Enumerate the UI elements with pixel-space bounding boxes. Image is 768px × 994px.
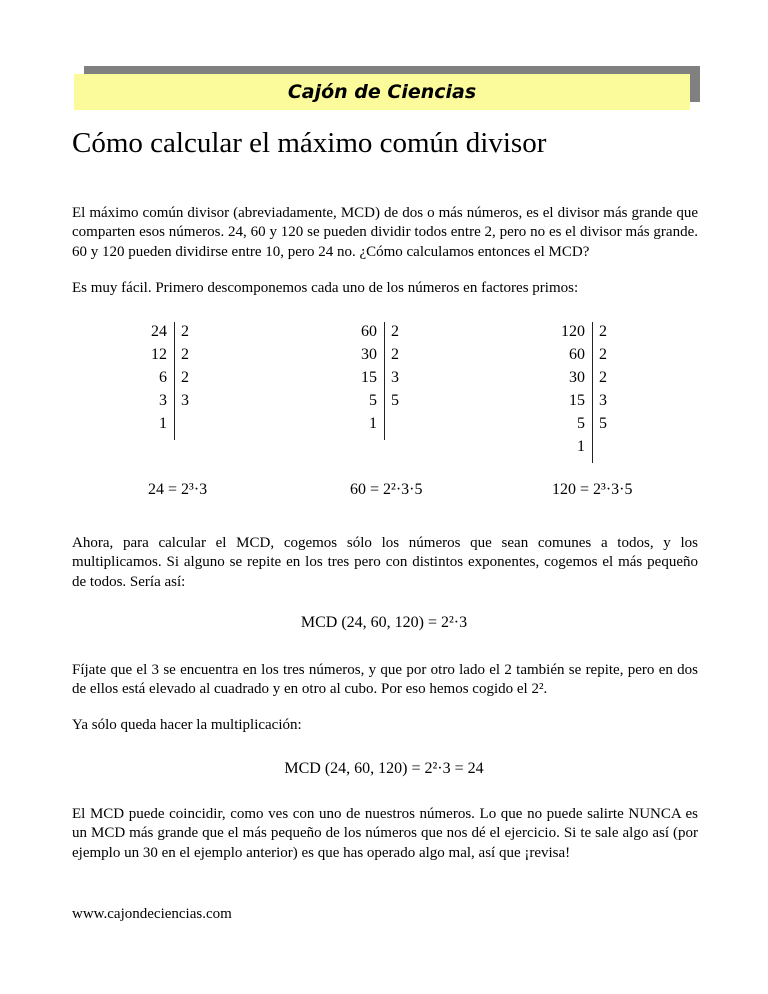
dividend: 30: [361, 346, 377, 363]
factorization-result-120: 120 = 2³·3·5: [552, 481, 633, 498]
prime-factor: [592, 435, 622, 458]
prime-factor: 2: [599, 369, 607, 386]
dividend: 12: [151, 346, 167, 363]
banner: Cajón de Ciencias: [74, 74, 690, 110]
factorization-result-24: 24 = 2³·3: [148, 481, 208, 498]
paragraph-multiplicacion: Ya sólo queda hacer la multiplicación:: [72, 717, 302, 733]
factor-table-divider: [592, 322, 593, 463]
dividend: 30: [569, 369, 585, 386]
dividend: 60: [361, 323, 377, 340]
dividend: 5: [369, 392, 377, 409]
factor-row: 12 2: [130, 343, 204, 366]
factor-row: 60 2: [340, 320, 414, 343]
dividend: 5: [577, 415, 585, 432]
factor-row: 30 2: [340, 343, 414, 366]
dividend: 3: [159, 392, 167, 409]
factor-row: 1: [340, 412, 414, 435]
factor-row: 15 3: [340, 366, 414, 389]
factor-row: 1: [130, 412, 204, 435]
dividend: 15: [361, 369, 377, 386]
prime-factor: 2: [181, 346, 189, 363]
prime-factor: 5: [599, 415, 607, 432]
paragraph-final: El MCD puede coincidir, como ves con uno…: [72, 806, 698, 861]
dividend: 1: [159, 415, 167, 432]
factor-row: 15 3: [548, 389, 622, 412]
paragraph-easy: Es muy fácil. Primero descomponemos cada…: [72, 280, 579, 296]
dividend: 24: [151, 323, 167, 340]
dividend: 6: [159, 369, 167, 386]
prime-factor: 2: [599, 346, 607, 363]
website-url: www.cajondeciencias.com: [72, 906, 232, 922]
factor-row: 24 2: [130, 320, 204, 343]
prime-factor: 5: [391, 392, 399, 409]
factor-table-divider: [174, 322, 175, 440]
prime-factor: [174, 412, 204, 435]
prime-factor: 2: [391, 323, 399, 340]
banner-title: Cajón de Ciencias: [287, 81, 477, 103]
dividend: 15: [569, 392, 585, 409]
factor-row: 30 2: [548, 366, 622, 389]
paragraph-intro: El máximo común divisor (abreviadamente,…: [72, 205, 698, 260]
prime-factor: 2: [181, 369, 189, 386]
dividend: 60: [569, 346, 585, 363]
paragraph-fijate: Fíjate que el 3 se encuentra en los tres…: [72, 662, 698, 698]
dividend: 1: [577, 438, 585, 455]
factor-row: 120 2: [548, 320, 622, 343]
prime-factor: 2: [599, 323, 607, 340]
prime-factor: 3: [181, 392, 189, 409]
page-title: Cómo calcular el máximo común divisor: [72, 127, 547, 159]
prime-factor: 2: [391, 346, 399, 363]
factor-row: 60 2: [548, 343, 622, 366]
factor-table-divider: [384, 322, 385, 440]
paragraph-ahora: Ahora, para calcular el MCD, cogemos sól…: [72, 535, 698, 590]
prime-factor: [384, 412, 414, 435]
dividend: 120: [561, 323, 585, 340]
prime-factor: 3: [599, 392, 607, 409]
factorization-result-60: 60 = 2²·3·5: [350, 481, 423, 498]
mcd-formula-exponents: MCD (24, 60, 120) = 2²·3: [300, 614, 468, 631]
prime-factor: 2: [181, 323, 189, 340]
mcd-formula-result: MCD (24, 60, 120) = 2²·3 = 24: [284, 760, 484, 777]
factor-row: 1: [548, 435, 622, 458]
prime-factor: 3: [391, 369, 399, 386]
dividend: 1: [369, 415, 377, 432]
